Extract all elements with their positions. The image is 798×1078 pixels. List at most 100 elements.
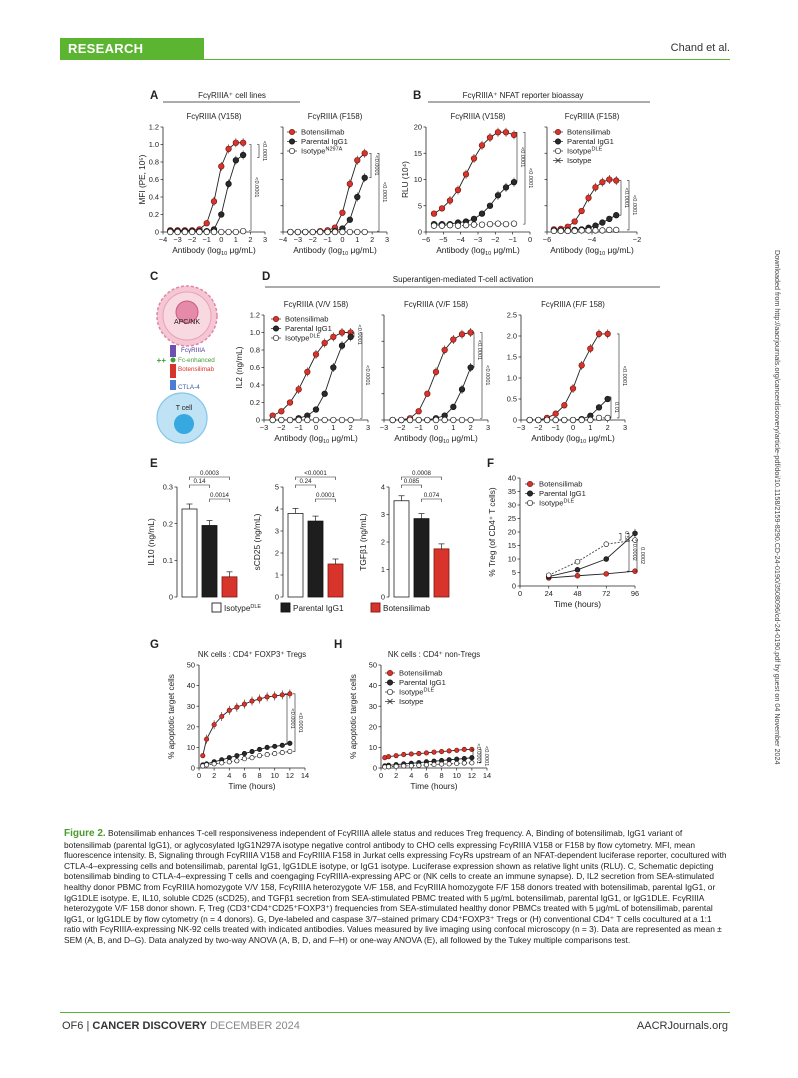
chart-d3-point xyxy=(578,362,585,369)
chart-g-point xyxy=(241,756,247,762)
chart-d1-point xyxy=(321,339,328,347)
chart-a2-sig-bracket xyxy=(369,152,372,179)
chart-b1-x-tick-label: −5 xyxy=(439,235,447,244)
chart-a1-x-tick-label: −2 xyxy=(188,235,196,244)
journal-site: AACRJournals.org xyxy=(636,1020,728,1032)
chart-a2-point xyxy=(354,228,361,236)
chart-f-series-1-line xyxy=(548,533,636,577)
chart-a2-point xyxy=(287,228,294,236)
chart-b2-legend-marker xyxy=(554,128,562,136)
chart-b1-point xyxy=(502,184,510,191)
panel-letter-c: C xyxy=(150,271,158,283)
chart-a1-x-tick-label: −3 xyxy=(173,235,181,244)
chart-g-y-tick-label: 20 xyxy=(187,722,195,731)
chart-h-point xyxy=(416,762,422,768)
chart-b2-point xyxy=(564,227,571,235)
chart-b1-x-tick-label: −3 xyxy=(474,235,482,244)
chart-a2-x-tick-label: −4 xyxy=(279,235,287,244)
chart-g-point xyxy=(279,749,285,756)
chart-f-sig-label: 0.0002 xyxy=(639,547,645,564)
chart-a2-point xyxy=(346,216,354,223)
chart-f-x-tick-label: 24 xyxy=(545,589,553,598)
chart-a2-point xyxy=(331,228,339,236)
chart-a2-legend-marker xyxy=(288,138,296,145)
chart-a2-point xyxy=(294,228,302,236)
chart-b2-series-1-line xyxy=(553,214,617,231)
chart-b1-point xyxy=(470,221,478,228)
chart-d3-y-tick-label: 2.5 xyxy=(507,311,517,320)
chart-b2-x-label: Antibody (log10 μg/mL) xyxy=(550,245,634,257)
ctla4-label: CTLA-4 xyxy=(178,384,200,391)
chart-g-y-tick-label: 40 xyxy=(187,681,195,690)
chart-d1-legend-label: Botensilimab xyxy=(285,315,328,324)
chart-a1-point xyxy=(225,145,232,153)
chart-g-point xyxy=(241,751,247,757)
chart-e1-bracket xyxy=(189,484,210,488)
chart-h-point xyxy=(423,750,429,756)
chart-g-y-label: % apoptotic target cells xyxy=(167,674,176,759)
chart-g-sig-label: <0.0001 xyxy=(289,708,295,728)
chart-b1-point xyxy=(478,210,486,217)
chart-d3-x-tick-label: 1 xyxy=(588,423,592,432)
chart-a1-point xyxy=(188,228,196,236)
chart-g-point xyxy=(200,753,206,759)
chart-b1-point xyxy=(502,129,510,136)
chart-g-x-tick-label: 2 xyxy=(212,771,216,780)
chart-h-legend-label: Parental IgG1 xyxy=(399,678,446,687)
chart-h-legend-marker xyxy=(386,679,394,686)
chart-a2-series-1-line xyxy=(290,177,366,233)
chart-h-sig-label: <0.0001 xyxy=(483,746,489,766)
chart-a2-x-tick-label: 1 xyxy=(355,235,359,244)
chart-b2-point xyxy=(606,176,613,183)
chart-f-series-0-line xyxy=(548,570,636,579)
chart-f-sig-bracket xyxy=(627,533,630,572)
chart-d2-point xyxy=(415,408,422,415)
chart-d3-point xyxy=(569,416,577,424)
chart-d1-y-tick-label: 0.6 xyxy=(250,363,260,372)
chart-d1-x-tick-label: −3 xyxy=(260,423,268,432)
chart-a1-y-tick-label: 1.2 xyxy=(149,123,159,132)
chart-d2-x-tick-label: −1 xyxy=(414,423,422,432)
chart-d1-point xyxy=(286,416,294,424)
chart-g-sig-bracket xyxy=(285,693,288,744)
chart-h-point xyxy=(431,749,437,755)
chart-d2-x-tick-label: 0 xyxy=(434,423,438,432)
chart-d2-sig-bracket xyxy=(472,332,475,368)
chart-f-y-tick-label: 0 xyxy=(512,582,516,591)
chart-d1-y-tick-label: 1.2 xyxy=(250,311,260,320)
chart-g-point xyxy=(279,692,285,698)
chart-b1-point xyxy=(454,186,462,194)
chart-f-point xyxy=(574,572,581,579)
chart-d2-series-1-line xyxy=(392,367,472,421)
chart-d3-point xyxy=(543,416,551,424)
chart-b1-x-tick-label: −6 xyxy=(422,235,430,244)
page-number: OF6 xyxy=(62,1020,84,1032)
chart-h-legend-label: Isotype xyxy=(399,697,423,706)
chart-d2-point xyxy=(441,346,448,354)
chart-d3-sig-label: <0.0001 xyxy=(621,366,627,386)
chart-g-x-tick-label: 8 xyxy=(258,771,262,780)
chart-e3-bar xyxy=(393,500,410,598)
chart-h-point xyxy=(416,751,422,757)
legend-e-label: Parental IgG1 xyxy=(293,604,344,613)
schematic-c: APC/NK FcγRIIIA ++ Fc-enhanced Botensilimab C… xyxy=(156,285,218,444)
chart-a1-point xyxy=(210,228,218,236)
chart-g-y-tick-label: 30 xyxy=(187,702,195,711)
chart-e2-y-tick-label: 3 xyxy=(275,527,279,536)
chart-b1-point xyxy=(478,142,486,149)
chart-d1-x-tick-label: −1 xyxy=(294,423,302,432)
header-a: FcγRIIIA⁺ cell lines xyxy=(198,91,266,100)
chart-a2-x-tick-label: −1 xyxy=(323,235,331,244)
chart-a1-point xyxy=(203,228,210,236)
chart-d3-point xyxy=(595,404,603,411)
chart-a2-point xyxy=(339,228,346,236)
chart-e1-bracket-label: 0.0003 xyxy=(200,470,219,477)
chart-g-point xyxy=(234,704,240,710)
chart-e3-bracket-label: 0.0008 xyxy=(412,470,431,477)
chart-b1-point xyxy=(486,202,494,209)
chart-b1-x-tick-label: −2 xyxy=(491,235,499,244)
chart-g-point xyxy=(219,760,225,766)
chart-d3-point xyxy=(604,395,611,403)
chart-d1-point xyxy=(338,329,346,336)
chart-g-point xyxy=(249,748,255,755)
